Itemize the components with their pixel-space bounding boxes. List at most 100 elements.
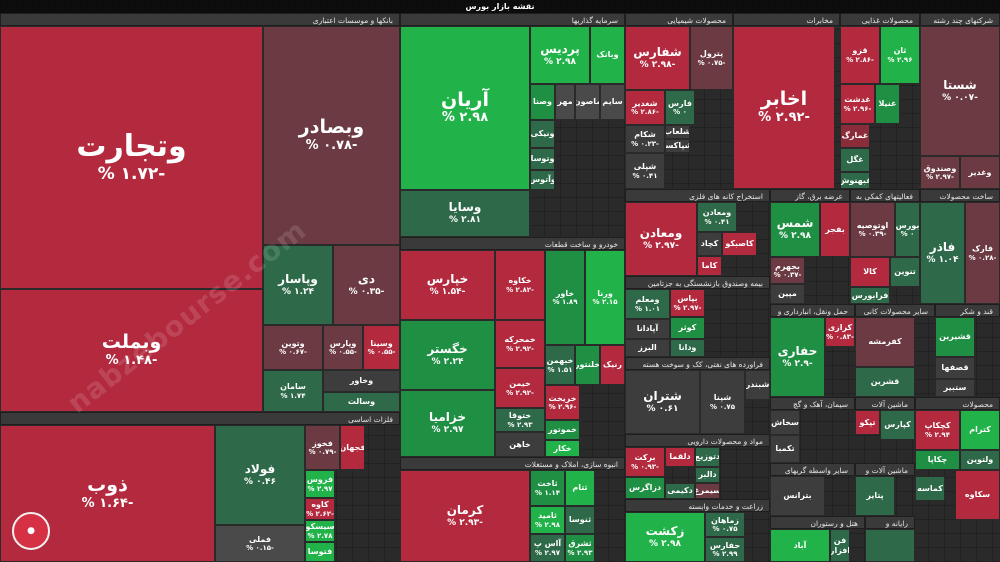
stock-cell[interactable]: تپکو (855, 410, 880, 435)
stock-cell[interactable]: دالبر (695, 467, 720, 483)
stock-cell[interactable]: زماهان ۰.۷۵ % (705, 512, 745, 537)
stock-cell[interactable]: شفارس -۲.۹۸ % (625, 26, 690, 90)
sector-header-basic-metals[interactable]: فلزات اساسی (0, 412, 400, 425)
stock-cell[interactable]: ومعلم ۱.۰۱ % (625, 289, 670, 319)
stock-cell[interactable]: ورنا ۲.۱۵ % (585, 250, 625, 345)
stock-cell[interactable]: تکمبا (770, 435, 800, 463)
stock-cell[interactable]: سیمرغ (695, 483, 720, 499)
stock-cell[interactable]: ثاخت ۱.۱۴ % (530, 470, 565, 506)
stock-cell[interactable]: دتوزیع (695, 447, 720, 467)
stock-cell[interactable]: وبصادر -۰.۷۸ % (263, 26, 400, 245)
stock-cell[interactable]: فخوز -۰.۷۹ % (305, 425, 340, 470)
stock-cell[interactable]: مپین (770, 284, 805, 304)
stock-cell[interactable]: بپاس -۲.۹۷ % (670, 289, 705, 317)
stock-cell[interactable]: ومعادن -۲.۹۷ % (625, 202, 697, 276)
stock-cell[interactable]: کاوه -۲.۶۲ % (305, 498, 335, 520)
stock-cell[interactable]: خکار (545, 440, 580, 457)
stock-cell[interactable]: شستا -۰.۰۷ % (920, 26, 1000, 156)
stock-cell[interactable]: کچکاپ ۲.۹۴ % (915, 410, 960, 450)
stock-cell[interactable]: غبهنوش (840, 172, 870, 189)
stock-cell[interactable]: وتوسا (530, 148, 555, 170)
stock-cell[interactable]: پتایر (855, 476, 895, 516)
sector-header-agri[interactable]: زراعت و خدمات وابسته (625, 499, 770, 512)
stock-cell[interactable]: وخاور (323, 370, 400, 392)
stock-cell[interactable]: وسایا ۲.۸۱ % (400, 190, 530, 237)
stock-cell[interactable]: کوثر (670, 317, 705, 339)
stock-cell[interactable]: دکیمی (665, 483, 695, 499)
stock-cell[interactable]: غمارگ (840, 124, 870, 148)
stock-cell[interactable]: ثنوسا (565, 506, 595, 534)
stock-cell[interactable]: شپاکسا (665, 139, 690, 153)
stock-cell[interactable]: خاور ۱.۸۹ % (545, 250, 585, 345)
stock-cell[interactable]: وتوین -۰.۶۷ % (263, 325, 323, 370)
stock-cell[interactable]: البرز (625, 339, 670, 357)
stock-cell[interactable]: خمحرکه -۲.۹۲ % (495, 320, 545, 368)
stock-cell[interactable]: شبندر (745, 370, 770, 400)
stock-cell[interactable]: ومعادن ۰.۴۱ % (697, 202, 737, 232)
stock-cell[interactable]: کرازی -۰.۸۳ % (825, 317, 855, 347)
stock-cell[interactable]: ولتوین (960, 450, 1000, 470)
stock-cell[interactable]: ثان ۲.۹۶ % (880, 26, 920, 84)
sector-header-machines2[interactable]: ماشین آلات و (855, 463, 915, 476)
stock-cell[interactable]: وغدیر (960, 156, 1000, 189)
stock-cell[interactable]: شتران ۰.۶۱ % (625, 370, 700, 434)
stock-cell[interactable]: خیمن -۲.۹۲ % (495, 368, 545, 408)
stock-cell[interactable] (865, 529, 915, 562)
stock-cell[interactable]: حفاری -۲.۹ % (770, 317, 825, 397)
stock-cell[interactable]: فاذر ۱.۰۴ % (920, 202, 965, 304)
stock-cell[interactable]: وسالت (323, 392, 400, 412)
stock-cell[interactable]: وبانک (590, 26, 625, 84)
sector-header-nonmetal[interactable]: سایر محصولات کانی (855, 304, 935, 317)
stock-cell[interactable]: قزو -۲.۸۶ % (840, 26, 880, 84)
stock-cell[interactable]: شکام -۰.۲۳ % (625, 125, 665, 153)
stock-cell[interactable]: سامان ۱.۷۴ % (263, 370, 323, 412)
stock-cell[interactable]: پترول -۰.۷۵ % (690, 26, 733, 90)
stock-cell[interactable]: وصنا (530, 84, 555, 120)
stock-cell[interactable]: آباد (770, 529, 830, 562)
stock-cell[interactable]: شپنا ۰.۷۵ % (700, 370, 745, 434)
sector-header-electrical[interactable]: سایر واسطه گریهای (770, 463, 855, 476)
stock-cell[interactable]: شلعاب (665, 125, 690, 139)
stock-cell[interactable]: سیسکو ۲.۷۸ % (305, 520, 335, 542)
stock-cell[interactable]: شغدیر -۲.۸۶ % (625, 90, 665, 125)
stock-cell[interactable]: خاهن (495, 432, 545, 457)
sector-header-insurance[interactable]: بیمه وصندوق بازنشستگی به جزتامین (625, 276, 770, 289)
stock-cell[interactable]: فرابورس (850, 287, 890, 304)
stock-cell[interactable]: کاما (697, 256, 722, 276)
stock-cell[interactable]: ثامید ۲.۹۸ % (530, 506, 565, 534)
stock-cell[interactable]: اخابر -۲.۹۲ % (733, 26, 835, 189)
stock-cell[interactable]: چکاپا (915, 450, 960, 470)
stock-cell[interactable]: حفارس ۲.۹۹ % (705, 537, 745, 562)
sector-header-telecom[interactable]: مخابرات (733, 13, 840, 26)
stock-cell[interactable]: ختوقا ۲.۹۳ % (495, 408, 545, 432)
stock-cell[interactable]: خریخت -۲.۹۶ % (545, 385, 580, 420)
stock-cell[interactable]: دلقما (665, 447, 695, 467)
stock-cell[interactable]: سکاوه (955, 470, 1000, 520)
stock-cell[interactable]: آپادانا (625, 319, 670, 339)
sector-header-utilities[interactable]: عرضه برق، گاز (770, 189, 850, 202)
stock-cell[interactable]: ودانا (670, 339, 705, 357)
sector-header-financial-aux[interactable]: فعالیتهای کمکی به (850, 189, 920, 202)
stock-cell[interactable]: خزامیا ۲.۹۷ % (400, 390, 495, 457)
stock-cell[interactable]: غدشت -۲.۹۶ % (840, 84, 875, 124)
sector-header-transport[interactable]: حمل ونقل، انبارداری و (770, 304, 855, 317)
sector-header-cement[interactable]: سیمان، آهک و گچ (770, 397, 855, 410)
stock-cell[interactable]: شمس ۲.۹۸ % (770, 202, 820, 257)
sector-header-investments[interactable]: سرمایه گذاریها (400, 13, 625, 26)
stock-cell[interactable]: وآتوس (530, 170, 555, 190)
stock-cell[interactable]: شپلی ۰.۴۱ % (625, 153, 665, 189)
stock-cell[interactable]: دزاگرس (625, 477, 665, 499)
stock-cell[interactable]: سایم (600, 84, 625, 120)
stock-cell[interactable]: خگستر ۲.۲۴ % (400, 320, 495, 390)
sector-header-computer[interactable]: رایانه و (865, 516, 915, 529)
stock-cell[interactable]: وصندوق -۲.۹۷ % (920, 156, 960, 189)
sector-header-multi[interactable]: شرکتهای چند رشته (920, 13, 1000, 26)
sector-header-oil[interactable]: فراورده های نفتی، کک و سوخت هسته (625, 357, 770, 370)
stock-cell[interactable]: ماصون (575, 84, 600, 120)
sector-header-banks[interactable]: بانکها و موسسات اعتباری (0, 13, 400, 26)
stock-cell[interactable]: ثشرق ۲.۹۳ % (565, 534, 595, 562)
stock-cell[interactable]: وپاسار ۱.۲۴ % (263, 245, 333, 325)
sector-header-sugar[interactable]: قند و شکر (935, 304, 1000, 317)
stock-cell[interactable]: وسینا -۰.۵۵ % (363, 325, 400, 370)
stock-cell[interactable]: فن افزار (830, 529, 850, 562)
